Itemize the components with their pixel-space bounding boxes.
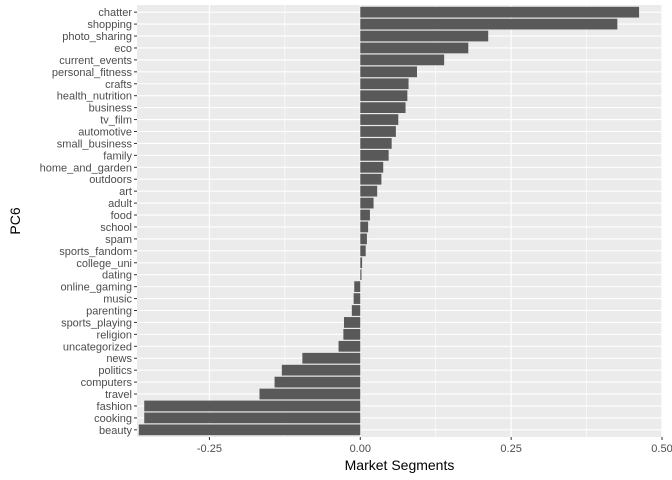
y-tick-label: family bbox=[103, 150, 132, 162]
bar-news bbox=[302, 352, 361, 364]
bar-chatter bbox=[360, 6, 640, 18]
bar-spam bbox=[360, 233, 367, 245]
y-tick-label: crafts bbox=[105, 79, 132, 91]
x-axis-title: Market Segments bbox=[345, 457, 455, 473]
bar-fashion bbox=[144, 400, 361, 412]
y-tick-labels: chattershoppingphoto_sharingecocurrent_e… bbox=[40, 7, 133, 437]
bar-sports_fandom bbox=[360, 245, 366, 257]
y-tick-label: sports_fandom bbox=[59, 246, 132, 258]
x-tick-label: -0.25 bbox=[197, 443, 222, 455]
bar-travel bbox=[259, 388, 361, 400]
y-tick-label: automotive bbox=[78, 126, 132, 138]
bar-dating bbox=[360, 269, 362, 281]
y-tick-label: tv_film bbox=[100, 115, 132, 127]
bar-beauty bbox=[138, 424, 361, 436]
y-tick-label: photo_sharing bbox=[62, 31, 132, 43]
bar-shopping bbox=[360, 18, 618, 30]
y-tick-marks bbox=[134, 11, 137, 431]
y-tick-label: online_gaming bbox=[60, 282, 132, 294]
y-tick-label: small_business bbox=[57, 138, 133, 150]
y-tick-label: health_nutrition bbox=[57, 91, 132, 103]
bars bbox=[138, 6, 640, 436]
bar-automotive bbox=[360, 126, 396, 137]
bar-uncategorized bbox=[338, 340, 361, 352]
bar-crafts bbox=[360, 78, 409, 90]
y-tick-label: food bbox=[111, 210, 132, 222]
y-tick-label: spam bbox=[105, 234, 132, 246]
bar-current_events bbox=[360, 54, 445, 66]
bar-college_uni bbox=[360, 257, 363, 269]
x-tick-label: 0.50 bbox=[651, 443, 672, 455]
bar-cooking bbox=[144, 412, 361, 424]
bar-health_nutrition bbox=[360, 90, 408, 102]
y-tick-label: fashion bbox=[97, 401, 132, 413]
bar-tv_film bbox=[360, 114, 399, 125]
bar-home_and_garden bbox=[360, 161, 384, 173]
bar-politics bbox=[281, 364, 361, 376]
y-tick-label: outdoors bbox=[89, 174, 132, 186]
y-tick-label: uncategorized bbox=[63, 341, 132, 353]
bar-adult bbox=[360, 197, 374, 209]
bar-personal_fitness bbox=[360, 66, 417, 78]
bar-parenting bbox=[351, 305, 361, 316]
y-tick-label: college_uni bbox=[76, 258, 132, 270]
y-tick-label: dating bbox=[102, 270, 132, 282]
y-tick-label: business bbox=[89, 103, 133, 115]
y-tick-label: art bbox=[119, 186, 132, 198]
bar-eco bbox=[360, 42, 469, 54]
y-tick-label: beauty bbox=[99, 425, 133, 437]
y-tick-label: music bbox=[103, 294, 132, 306]
y-tick-label: shopping bbox=[87, 19, 132, 31]
y-tick-label: parenting bbox=[86, 306, 132, 318]
x-tick-labels: -0.25 0.00 0.25 0.50 bbox=[197, 443, 672, 455]
bar-food bbox=[360, 209, 370, 221]
y-tick-label: travel bbox=[105, 389, 132, 401]
x-tick-label: 0.00 bbox=[350, 443, 371, 455]
y-tick-label: adult bbox=[108, 198, 132, 210]
y-tick-label: news bbox=[106, 353, 132, 365]
bar-outdoors bbox=[360, 173, 382, 185]
bar-business bbox=[360, 102, 406, 113]
y-tick-label: religion bbox=[97, 329, 132, 341]
bar-school bbox=[360, 221, 369, 233]
bar-computers bbox=[274, 376, 361, 388]
y-tick-label: eco bbox=[114, 43, 132, 55]
bar-art bbox=[360, 185, 378, 197]
y-tick-label: home_and_garden bbox=[40, 162, 132, 174]
bar-sports_playing bbox=[343, 317, 361, 328]
y-tick-label: chatter bbox=[98, 7, 132, 19]
y-tick-label: personal_fitness bbox=[52, 67, 133, 79]
bar-family bbox=[360, 149, 389, 161]
y-tick-label: cooking bbox=[94, 413, 132, 425]
y-tick-label: computers bbox=[81, 377, 133, 389]
y-axis-title: PC6 bbox=[7, 207, 23, 234]
bar-religion bbox=[343, 329, 361, 340]
bar-small_business bbox=[360, 138, 392, 149]
x-tick-marks bbox=[208, 437, 663, 440]
bar-photo_sharing bbox=[360, 30, 489, 42]
y-tick-label: school bbox=[100, 222, 132, 234]
bar-online_gaming bbox=[354, 281, 361, 293]
y-tick-label: politics bbox=[98, 365, 132, 377]
y-tick-label: sports_playing bbox=[61, 317, 132, 329]
bar-music bbox=[353, 293, 361, 304]
x-tick-label: 0.25 bbox=[500, 443, 521, 455]
y-tick-label: current_events bbox=[59, 55, 132, 67]
